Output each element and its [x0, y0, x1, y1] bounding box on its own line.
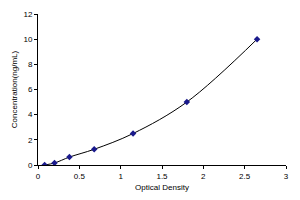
svg-text:4: 4 — [28, 110, 33, 119]
svg-text:12: 12 — [23, 10, 32, 19]
svg-text:Concentration(ng/mL): Concentration(ng/mL) — [10, 50, 19, 128]
svg-text:1: 1 — [118, 172, 123, 181]
svg-text:0.5: 0.5 — [74, 172, 86, 181]
svg-text:6: 6 — [28, 85, 33, 94]
svg-text:8: 8 — [28, 60, 33, 69]
svg-text:Optical Density: Optical Density — [135, 183, 189, 192]
svg-text:2: 2 — [201, 172, 206, 181]
svg-text:0: 0 — [36, 172, 41, 181]
svg-text:0: 0 — [28, 161, 33, 170]
svg-text:2.5: 2.5 — [239, 172, 251, 181]
svg-text:1.5: 1.5 — [156, 172, 168, 181]
svg-text:10: 10 — [23, 35, 32, 44]
svg-text:3: 3 — [284, 172, 289, 181]
svg-text:2: 2 — [28, 136, 33, 145]
